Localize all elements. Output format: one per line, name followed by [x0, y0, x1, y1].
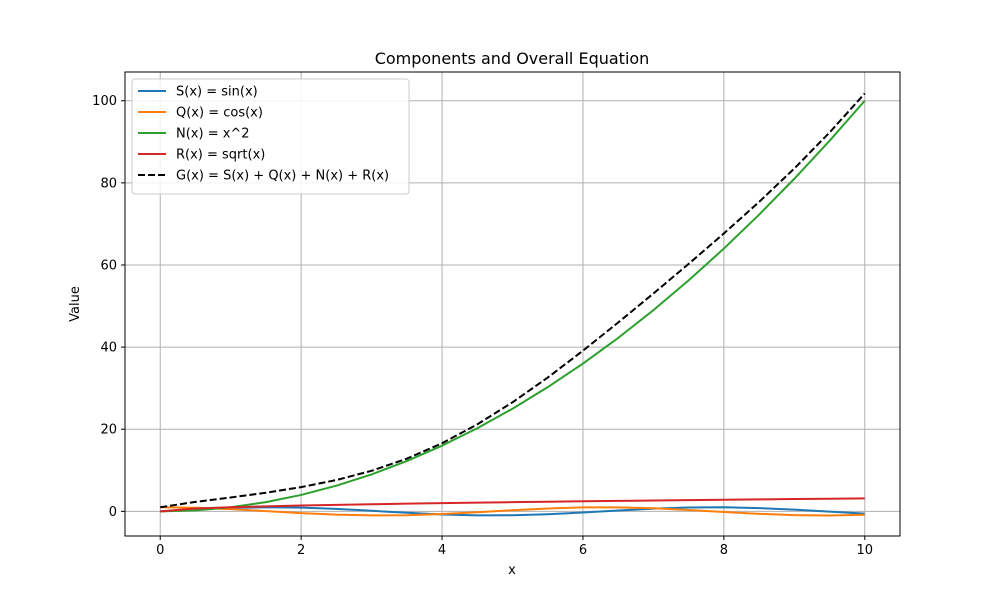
- legend-label: G(x) = S(x) + Q(x) + N(x) + R(x): [176, 169, 389, 184]
- legend-box: [131, 78, 410, 195]
- plot-frame: [124, 71, 901, 537]
- y-tick-label: 0: [109, 505, 117, 520]
- x-axis-label: x: [508, 563, 516, 578]
- y-tick-label: 20: [100, 423, 117, 438]
- x-tick-label: 4: [438, 543, 446, 558]
- series-line-3: [160, 100, 866, 513]
- y-tick-label: 40: [100, 341, 117, 356]
- x-tick-label: 0: [156, 543, 164, 558]
- chart-title: Components and Overall Equation: [375, 49, 650, 68]
- series-line-1: [160, 506, 865, 517]
- legend-label: N(x) = x^2: [176, 127, 250, 142]
- x-tick-label: 10: [856, 543, 873, 558]
- x-tick-label: 2: [297, 543, 305, 558]
- legend: S(x) = sin(x) Q(x) = cos(x) N(x) = x^2 R(x)…: [131, 78, 410, 195]
- grid: [125, 72, 900, 536]
- y-tick-label: 80: [100, 176, 117, 191]
- series-lines: [160, 92, 866, 517]
- y-tick-label: 60: [100, 258, 117, 273]
- series-line-2: [160, 506, 865, 517]
- legend-label: Q(x) = cos(x): [176, 106, 263, 121]
- legend-label: R(x) = sqrt(x): [176, 148, 265, 163]
- y-tick-label: 100: [92, 94, 117, 109]
- series-line-4: [160, 497, 865, 513]
- x-tick-label: 6: [579, 543, 587, 558]
- series-line-5: [160, 92, 866, 509]
- y-axis-label: Value: [68, 286, 83, 322]
- x-tick-label: 8: [720, 543, 728, 558]
- legend-label: S(x) = sin(x): [176, 85, 258, 100]
